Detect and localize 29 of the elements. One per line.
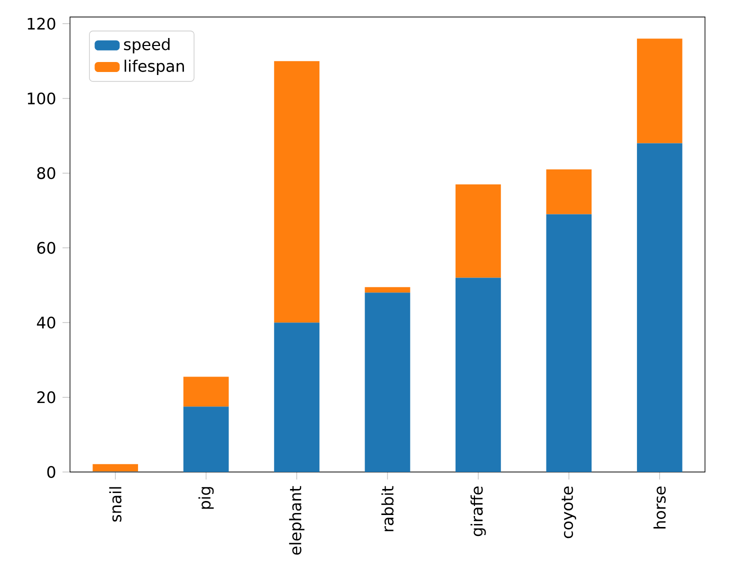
x-tick-label: horse <box>654 486 666 528</box>
y-tick-label: 80 <box>37 167 56 180</box>
bar <box>274 61 320 323</box>
x-tick-label: elephant <box>289 486 304 555</box>
bar <box>183 406 229 472</box>
bar <box>92 464 138 472</box>
y-tick-label: 100 <box>28 92 56 104</box>
bar <box>364 287 410 293</box>
y-tick-label: 20 <box>37 391 56 404</box>
x-tick-label: snail <box>109 487 122 522</box>
y-tick-label: 60 <box>37 242 56 254</box>
bar <box>274 322 320 472</box>
bar <box>364 292 410 472</box>
y-tick-label: 120 <box>28 18 56 30</box>
bar <box>546 169 592 214</box>
x-tick-label: rabbit <box>381 486 394 532</box>
bar <box>456 278 501 472</box>
x-tick-label: giraffe <box>470 486 486 536</box>
x-tick-label: coyote <box>562 486 576 538</box>
bar <box>546 214 592 472</box>
legend-label: lifespan <box>124 60 184 76</box>
bar <box>636 38 682 144</box>
bar <box>456 184 501 278</box>
y-tick-label: 40 <box>36 316 56 329</box>
legend-label: speed <box>124 38 170 54</box>
bar <box>636 143 682 472</box>
y-tick-label: 0 <box>47 466 56 478</box>
x-tick-label: pig <box>198 487 214 509</box>
bar <box>183 376 229 407</box>
